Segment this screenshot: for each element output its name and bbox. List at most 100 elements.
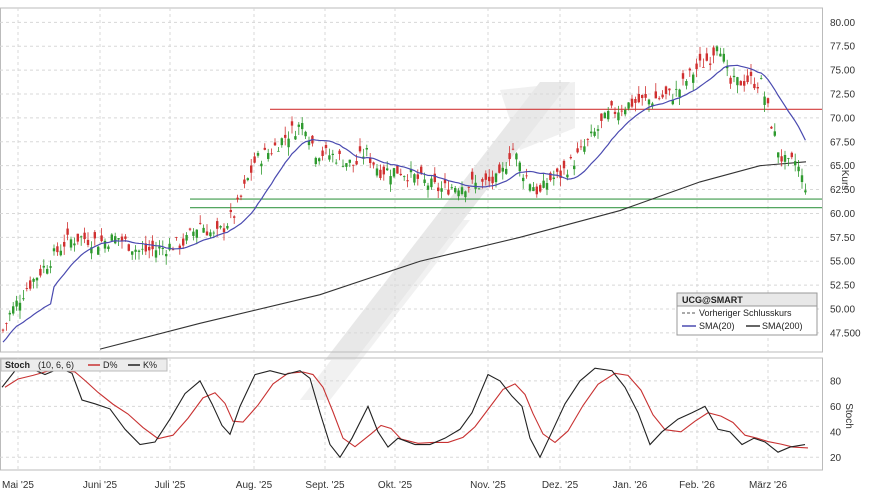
- candle-body: [573, 165, 576, 170]
- candle-body: [753, 83, 756, 89]
- candle-body: [270, 153, 273, 155]
- candle-body: [787, 158, 790, 159]
- candle-body: [671, 100, 674, 105]
- candle-body: [773, 131, 776, 136]
- y-tick-label: 52.50: [830, 281, 855, 292]
- legend-sma200: SMA(200): [762, 321, 803, 331]
- candle-body: [290, 121, 294, 126]
- candle-body: [681, 73, 685, 79]
- y-tick-label: 75.00: [830, 66, 855, 77]
- candle-body: [280, 138, 283, 146]
- candle-body: [545, 183, 549, 190]
- candle-body: [158, 246, 161, 249]
- candle-body: [301, 122, 304, 130]
- candle-body: [49, 266, 52, 268]
- candle-body: [8, 312, 11, 315]
- candle-body: [52, 248, 56, 252]
- candle-body: [131, 251, 134, 255]
- candle-body: [467, 187, 470, 189]
- candle-body: [511, 148, 515, 150]
- candle-body: [396, 165, 399, 174]
- candle-body: [29, 280, 32, 289]
- y-tick-label: 47.500: [830, 328, 861, 339]
- candle-body: [76, 233, 79, 242]
- candle-body: [205, 231, 209, 236]
- stoch-y-tick-label: 40: [830, 427, 842, 438]
- candle-body: [552, 177, 555, 180]
- candle-body: [253, 156, 256, 163]
- candle-body: [365, 148, 368, 150]
- x-tick-label: Okt. '25: [378, 480, 413, 491]
- candle-body: [566, 174, 569, 178]
- candle-body: [484, 173, 487, 180]
- candle-body: [610, 101, 613, 106]
- candle-body: [188, 228, 192, 230]
- candle-body: [423, 179, 426, 184]
- candle-body: [107, 246, 110, 250]
- candle-body: [644, 94, 647, 98]
- candle-body: [287, 138, 290, 148]
- candle-body: [630, 98, 634, 107]
- candle-body: [273, 142, 277, 146]
- candle-body: [447, 189, 450, 195]
- candle-body: [137, 250, 141, 252]
- candle-body: [763, 96, 766, 105]
- candle-body: [321, 150, 324, 157]
- candle-body: [12, 306, 15, 314]
- candle-body: [433, 173, 436, 183]
- candle-body: [804, 190, 807, 193]
- candle-body: [97, 246, 100, 255]
- candle-body: [593, 131, 596, 136]
- candle-body: [382, 166, 385, 175]
- candle-body: [56, 246, 59, 253]
- candle-body: [736, 77, 739, 86]
- candle-body: [569, 157, 572, 159]
- candle-body: [250, 165, 253, 173]
- y-axis-label: Kurs: [839, 170, 850, 191]
- candle-body: [437, 187, 440, 192]
- candle-body: [260, 163, 263, 167]
- candle-body: [1, 329, 5, 331]
- candle-body: [86, 239, 90, 245]
- candle-body: [63, 241, 66, 247]
- candle-body: [600, 113, 603, 121]
- stoch-k-line: [1, 367, 806, 459]
- candle-body: [331, 153, 334, 156]
- x-tick-label: Sept. '25: [305, 480, 345, 491]
- candle-body: [141, 248, 144, 250]
- candle-body: [18, 302, 22, 311]
- candle-body: [229, 209, 232, 213]
- stoch-title: Stoch: [5, 360, 30, 370]
- axes: Mai '25 Juni '25 Juli '25 Aug. '25 Sept. '25…: [2, 18, 861, 491]
- stoch-k-label: K%: [143, 360, 157, 370]
- candle-body: [661, 94, 664, 98]
- x-tick-label: Juni '25: [83, 480, 118, 491]
- candle-body: [399, 173, 402, 176]
- support-resistance-lines: [190, 108, 822, 209]
- candle-body: [542, 180, 545, 188]
- candle-body: [766, 98, 770, 104]
- candle-body: [219, 226, 222, 228]
- candle-body: [607, 111, 610, 120]
- candle-body: [69, 239, 73, 248]
- candle-body: [705, 53, 708, 61]
- candle-body: [800, 175, 804, 183]
- candle-body: [355, 161, 358, 165]
- candle-body: [341, 165, 345, 167]
- y-tick-label: 55.00: [830, 257, 855, 268]
- x-tick-label: Dez. '25: [542, 480, 579, 491]
- candle-body: [318, 158, 321, 162]
- candle-body: [617, 112, 620, 121]
- candle-body: [790, 152, 793, 158]
- candle-body: [590, 131, 593, 134]
- candle-body: [647, 99, 651, 105]
- candle-body: [457, 190, 460, 197]
- candle-body: [688, 68, 691, 71]
- candle-body: [641, 95, 644, 99]
- candle-body: [494, 173, 498, 183]
- x-tick-label: Mai '25: [2, 480, 34, 491]
- candle-body: [562, 160, 566, 169]
- candle-body: [171, 249, 175, 251]
